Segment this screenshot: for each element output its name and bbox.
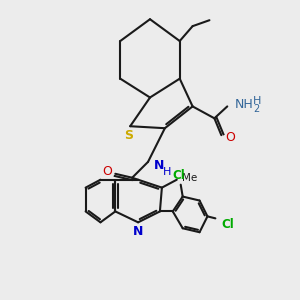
Text: N: N [154,159,164,172]
Text: N: N [133,225,143,238]
Text: H: H [163,167,171,177]
Text: Me: Me [182,173,197,183]
Text: O: O [103,165,112,178]
Text: 2: 2 [253,104,259,114]
Text: Cl: Cl [221,218,234,231]
Text: Cl: Cl [172,169,185,182]
Text: NH: NH [235,98,254,111]
Text: O: O [225,130,235,144]
Text: S: S [124,129,133,142]
Text: H: H [253,97,261,106]
